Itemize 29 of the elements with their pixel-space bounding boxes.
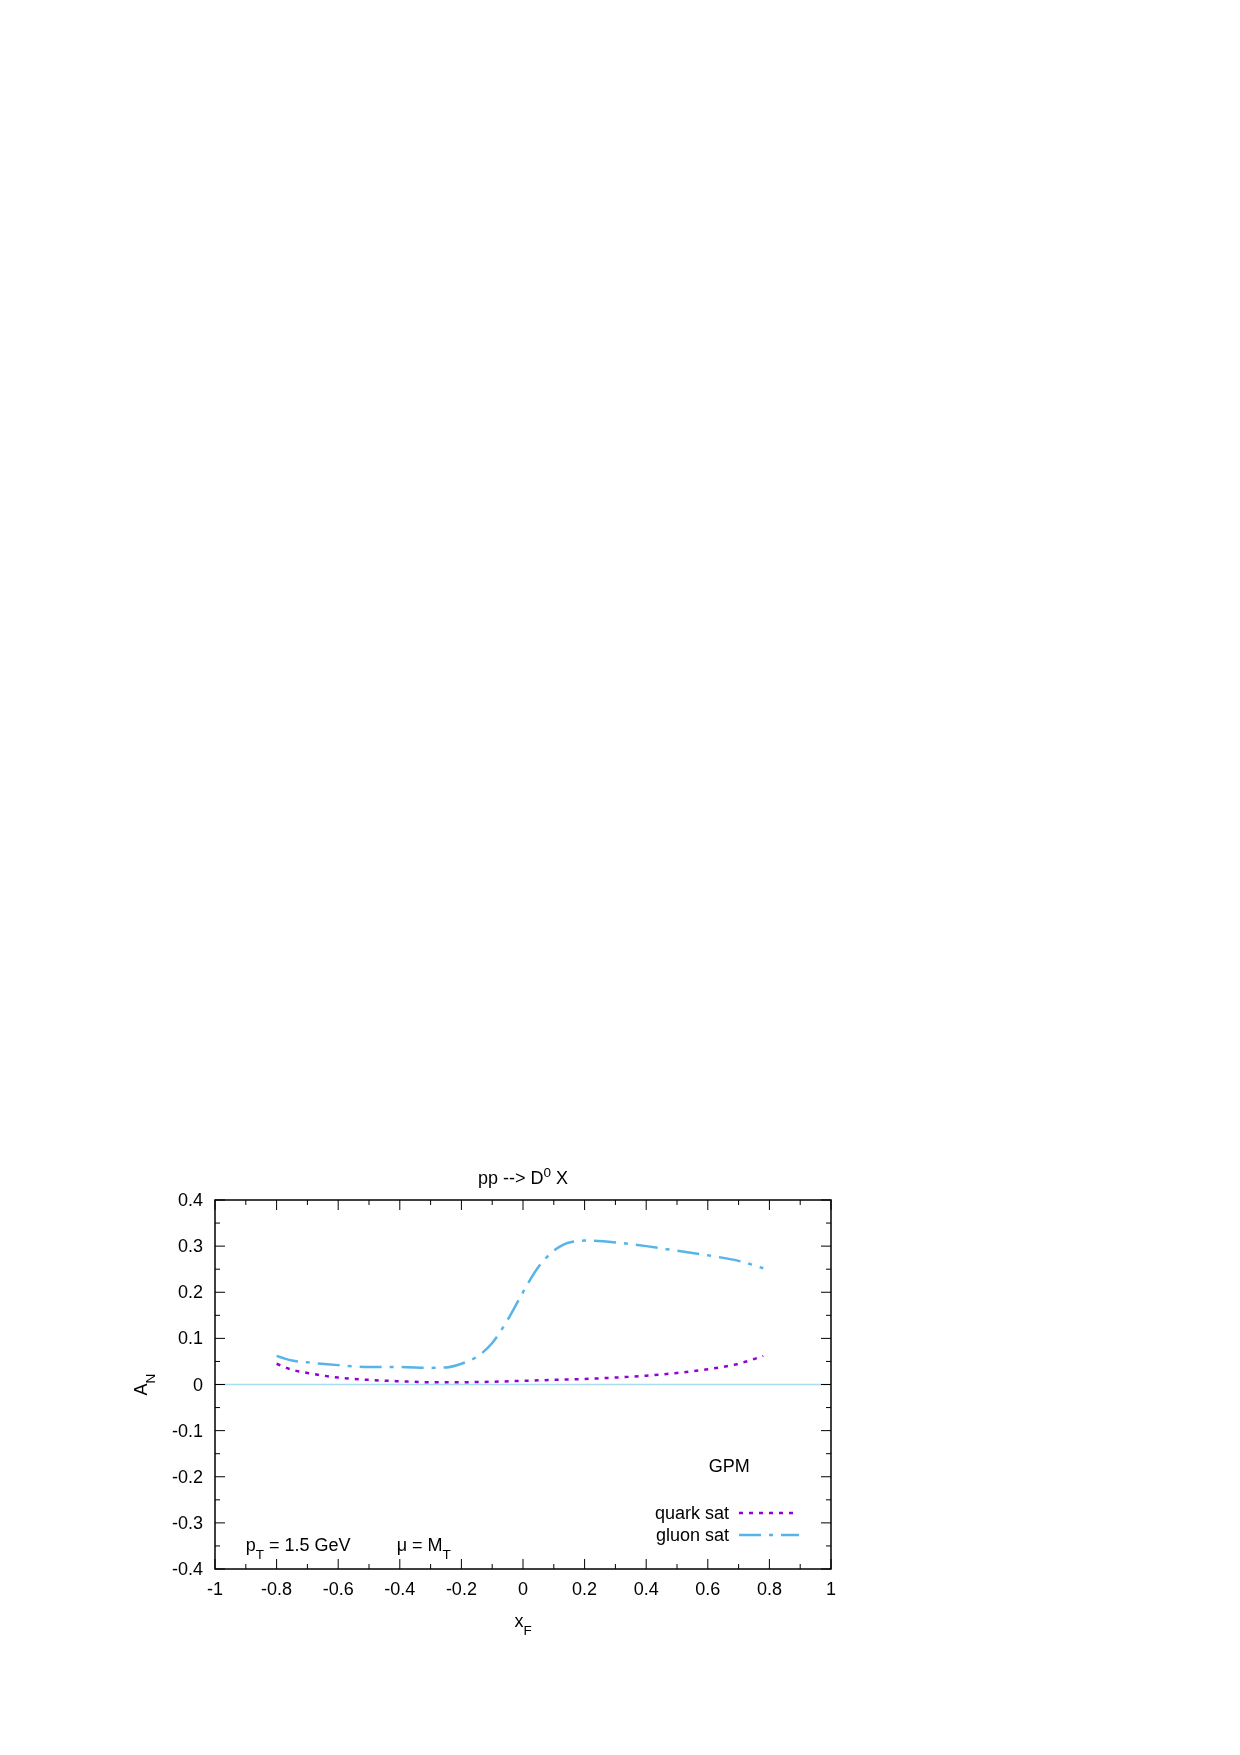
x-tick-label: 1 xyxy=(825,1579,837,1599)
y-tick-label: 0.2 xyxy=(177,1282,203,1303)
x-tick-label: 0.8 xyxy=(756,1579,782,1599)
chart-title: pp --> D$^{0}$ X xyxy=(477,1164,569,1188)
y-tick-label: -0.4 xyxy=(171,1559,203,1579)
x-tick-label: -0.6 xyxy=(322,1579,354,1599)
x-tick-label: -0.8 xyxy=(261,1579,293,1599)
x-tick-label: 0.6 xyxy=(695,1579,721,1599)
y-tick-label: 0.1 xyxy=(177,1328,203,1349)
legend-label: gluon sat xyxy=(655,1525,729,1545)
line-series xyxy=(275,1354,765,1384)
annotation: p$_{T}$ = 1.5 GeV xyxy=(245,1534,351,1562)
x-tick-label: -1 xyxy=(206,1579,224,1599)
x-tick-label: 0.4 xyxy=(633,1579,659,1599)
annotation: μ = M$_{T}$ xyxy=(396,1534,451,1562)
y-tick-label: -0.3 xyxy=(171,1512,203,1533)
y-tick-label: -0.2 xyxy=(171,1466,203,1487)
y-tick-label: 0.4 xyxy=(177,1190,203,1210)
line-series xyxy=(275,1239,765,1370)
x-tick-label: -0.2 xyxy=(445,1579,477,1599)
x-axis-title: x$_{F}$ xyxy=(514,1611,532,1638)
x-tick-label: 0.2 xyxy=(572,1579,598,1599)
y-tick-label: 0 xyxy=(192,1374,203,1395)
x-tick-label: -0.4 xyxy=(384,1579,416,1599)
y-tick-label: -0.1 xyxy=(171,1420,203,1441)
x-tick-label: 0 xyxy=(517,1579,529,1599)
legend-label: quark sat xyxy=(654,1503,729,1523)
annotation: GPM xyxy=(708,1456,750,1477)
y-tick-label: 0.3 xyxy=(177,1236,203,1257)
